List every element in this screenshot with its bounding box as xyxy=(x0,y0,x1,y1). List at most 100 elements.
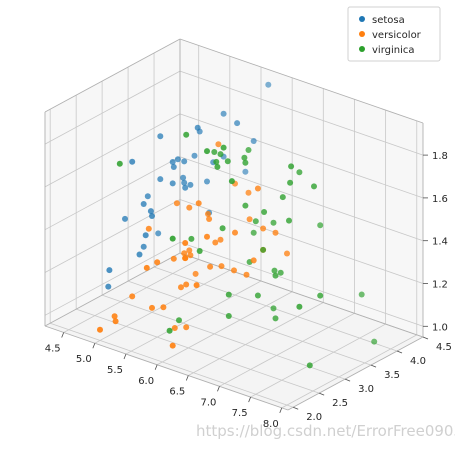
data-point-versicolor xyxy=(186,247,193,254)
data-point-versicolor xyxy=(112,318,119,325)
y-tick-label: 4.5 xyxy=(436,342,452,353)
grid-line-z-left xyxy=(44,199,181,273)
data-point-setosa xyxy=(157,176,164,183)
data-point-setosa xyxy=(155,230,162,237)
data-point-virginica xyxy=(213,158,220,165)
data-point-versicolor xyxy=(97,326,103,333)
data-point-virginica xyxy=(272,272,279,279)
data-point-versicolor xyxy=(212,239,219,246)
data-point-setosa xyxy=(129,158,136,165)
data-point-virginica xyxy=(250,229,257,236)
data-point-versicolor xyxy=(192,270,199,277)
y-tick-label: 3.5 xyxy=(384,370,400,381)
data-point-versicolor xyxy=(187,252,194,259)
data-point-versicolor xyxy=(243,271,250,278)
grid-line-x-floor xyxy=(281,334,417,409)
data-point-versicolor xyxy=(170,255,177,262)
data-point-versicolor xyxy=(206,216,213,222)
left-top-edge xyxy=(44,38,181,113)
data-point-virginica xyxy=(277,269,284,276)
data-point-setosa xyxy=(170,164,177,170)
data-point-virginica xyxy=(252,218,259,225)
data-point-setosa xyxy=(140,243,147,250)
data-point-versicolor xyxy=(181,250,188,257)
data-point-setosa xyxy=(174,156,181,163)
data-point-versicolor xyxy=(204,233,210,240)
data-point-setosa xyxy=(181,179,188,186)
data-point-versicolor xyxy=(183,281,190,288)
data-point-virginica xyxy=(287,179,294,186)
legend-label-setosa: setosa xyxy=(372,15,405,26)
x-tick-mark xyxy=(248,396,251,403)
data-point-virginica xyxy=(371,338,378,345)
data-point-setosa xyxy=(191,152,198,159)
x-tick-label: 6.5 xyxy=(169,387,185,398)
floor-pane xyxy=(45,253,423,410)
data-point-virginica xyxy=(358,291,365,298)
data-point-virginica xyxy=(225,313,232,319)
data-point-virginica xyxy=(166,327,173,334)
data-point-setosa xyxy=(149,213,155,219)
data-point-virginica xyxy=(242,159,249,166)
grid-line-y-floor xyxy=(127,280,372,366)
data-point-virginica xyxy=(311,183,317,190)
data-point-setosa xyxy=(157,133,164,140)
data-point-virginica xyxy=(217,151,224,158)
data-point-versicolor xyxy=(182,240,189,246)
data-point-virginica xyxy=(176,317,182,324)
legend-marker-versicolor xyxy=(359,31,365,37)
y-tick-mark xyxy=(396,350,403,354)
grid-line-x-floor xyxy=(250,323,386,398)
data-point-setosa xyxy=(234,120,241,127)
y-tick-mark xyxy=(422,336,429,340)
grid-line-z-back xyxy=(179,70,424,156)
x-tick-mark xyxy=(61,332,65,338)
data-point-setosa xyxy=(220,110,227,117)
data-point-virginica xyxy=(296,169,303,176)
grid-line-z-back xyxy=(179,199,424,284)
x-tick-label: 6.0 xyxy=(138,376,154,387)
data-point-virginica xyxy=(214,163,221,170)
data-point-setosa xyxy=(180,174,187,181)
x-tick-label: 4.5 xyxy=(45,343,61,354)
data-point-setosa xyxy=(182,184,189,191)
z-tick-label: 1.8 xyxy=(432,151,448,162)
y-axis-line xyxy=(287,336,424,411)
grid-line-x-floor xyxy=(156,291,293,366)
data-point-setosa xyxy=(204,178,210,185)
data-point-virginica xyxy=(211,149,218,155)
data-point-virginica xyxy=(288,163,295,170)
data-point-versicolor xyxy=(154,259,161,266)
data-point-setosa xyxy=(242,168,249,175)
x-tick-label: 5.5 xyxy=(107,365,123,376)
grid-line-x-floor xyxy=(219,312,355,387)
data-point-versicolor xyxy=(232,229,238,236)
z-tick-label: 1.6 xyxy=(432,194,448,205)
legend-marker-setosa xyxy=(359,16,365,22)
data-point-versicolor xyxy=(129,293,136,300)
y-tick-label: 2.5 xyxy=(332,398,348,409)
data-point-setosa xyxy=(140,201,147,207)
y-tick-mark xyxy=(370,364,377,368)
legend: setosa versicolor virginica xyxy=(347,6,441,62)
data-point-versicolor xyxy=(183,324,190,331)
y-tick-label: 3.0 xyxy=(358,384,374,395)
data-point-versicolor xyxy=(250,257,257,264)
z-tick-label: 1.2 xyxy=(432,280,448,291)
x-tick-mark xyxy=(217,386,220,392)
data-point-virginica xyxy=(224,158,231,165)
data-point-versicolor xyxy=(145,225,152,232)
data-point-versicolor xyxy=(245,189,252,196)
grid-line-x-floor xyxy=(125,280,262,355)
x-axis-line xyxy=(44,325,289,411)
legend-label-virginica: virginica xyxy=(372,45,415,56)
legend-label-versicolor: versicolor xyxy=(372,30,422,41)
data-point-setosa xyxy=(144,193,151,200)
data-point-virginica xyxy=(270,219,277,226)
x-tick-label: 5.0 xyxy=(76,354,92,365)
x-tick-mark xyxy=(185,375,189,381)
data-point-setosa xyxy=(187,181,194,188)
data-point-virginica xyxy=(296,303,303,310)
legend-marker-virginica xyxy=(359,46,365,52)
